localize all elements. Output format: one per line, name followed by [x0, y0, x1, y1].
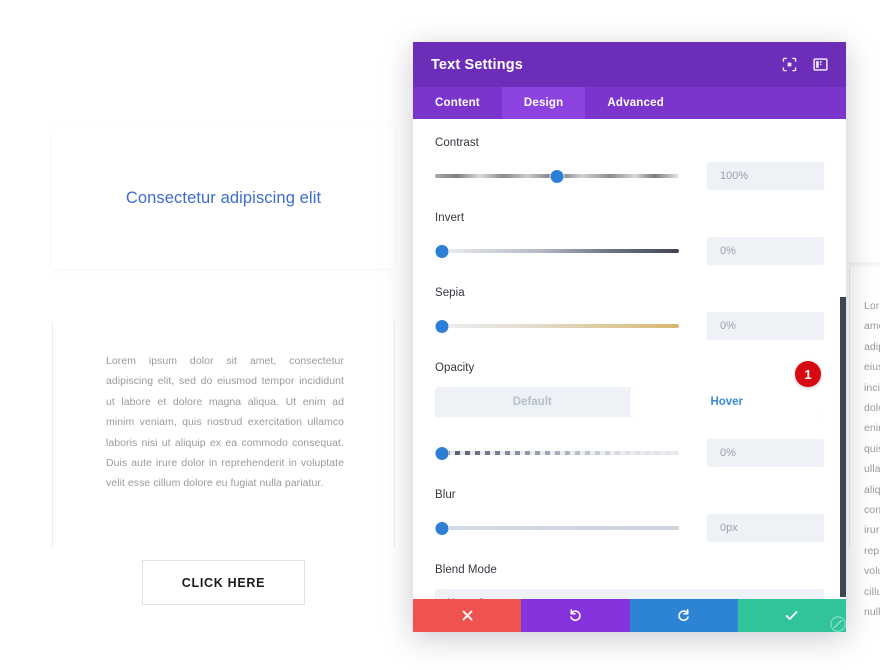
body-paragraph: Lorem ipsum dolor sit amet, consectetur … — [106, 355, 344, 490]
opacity-state-hover[interactable]: Hover — [629, 387, 824, 417]
blur-slider-track — [435, 526, 679, 530]
cta-wrapper: CLICK HERE — [52, 560, 395, 605]
contrast-value-input[interactable]: 100% — [707, 162, 824, 190]
invert-label: Invert — [435, 212, 465, 224]
blend-mode-value: Normal — [447, 597, 482, 599]
cancel-button[interactable] — [413, 599, 522, 632]
select-arrows-icon — [805, 598, 812, 599]
contrast-slider[interactable] — [435, 167, 679, 185]
contrast-row: 100% — [435, 162, 824, 190]
opacity-state-default[interactable]: Default — [512, 396, 552, 408]
tab-design[interactable]: Design — [501, 87, 586, 119]
sepia-slider[interactable] — [435, 317, 679, 335]
sepia-slider-thumb[interactable] — [435, 319, 449, 333]
sepia-slider-track — [435, 324, 679, 328]
right-body-paragraph: Lorem ipsum dolor sit amet, consectetur … — [864, 300, 880, 619]
invert-slider-track — [435, 249, 679, 253]
redo-button[interactable] — [629, 599, 738, 632]
sepia-label: Sepia — [435, 287, 465, 299]
contrast-slider-thumb[interactable] — [550, 169, 564, 183]
modal-body: Contrast 100% Invert 0% — [413, 119, 846, 599]
modal-header-icons — [782, 57, 828, 72]
body-text-module[interactable]: Lorem ipsum dolor sit amet, consectetur … — [52, 322, 395, 548]
check-icon — [786, 611, 798, 620]
invert-value-input[interactable]: 0% — [707, 237, 824, 265]
blur-row: 0px — [435, 514, 824, 542]
close-x-icon — [462, 610, 473, 621]
invert-slider[interactable] — [435, 242, 679, 260]
modal-tabbar: Content Design Advanced — [413, 87, 846, 119]
opacity-slider[interactable] — [435, 444, 679, 462]
hero-text-module[interactable]: Consectetur adipiscing elit — [52, 128, 395, 269]
sepia-value-input[interactable]: 0% — [707, 312, 824, 340]
layout-panel-icon[interactable] — [813, 57, 828, 72]
contrast-label: Contrast — [435, 137, 479, 149]
invert-row: 0% — [435, 237, 824, 265]
opacity-row: 0% — [435, 439, 824, 467]
resize-handle[interactable] — [830, 616, 846, 632]
modal-scrollbar-thumb[interactable] — [840, 297, 846, 597]
settings-scroll-area: Contrast 100% Invert 0% — [413, 119, 846, 599]
opacity-state-toggle: Default Hover — [435, 387, 824, 417]
blend-mode-select[interactable]: Normal — [435, 589, 824, 599]
modal-footer — [413, 599, 846, 632]
blend-mode-label: Blend Mode — [435, 564, 497, 576]
click-here-button[interactable]: CLICK HERE — [142, 560, 305, 605]
annotation-badge-1: 1 — [795, 361, 821, 387]
opacity-label: Opacity — [435, 362, 475, 374]
text-settings-modal: Text Settings — [413, 42, 846, 632]
modal-scrollbar[interactable] — [840, 119, 846, 599]
modal-title: Text Settings — [431, 56, 523, 73]
undo-button[interactable] — [521, 599, 630, 632]
right-body-text-module[interactable]: Lorem ipsum dolor sit amet, consectetur … — [849, 267, 880, 618]
opacity-slider-thumb[interactable] — [435, 446, 449, 460]
redo-icon — [678, 609, 689, 622]
modal-header[interactable]: Text Settings — [413, 42, 846, 87]
opacity-slider-track — [435, 451, 679, 455]
blur-slider[interactable] — [435, 519, 679, 537]
blur-value-input[interactable]: 0px — [707, 514, 824, 542]
focus-target-icon[interactable] — [782, 57, 797, 72]
sepia-row: 0% — [435, 312, 824, 340]
opacity-value-input[interactable]: 0% — [707, 439, 824, 467]
page-title: Consectetur adipiscing elit — [125, 189, 322, 207]
invert-slider-thumb[interactable] — [435, 244, 449, 258]
tab-advanced[interactable]: Advanced — [607, 97, 664, 109]
undo-icon — [570, 609, 581, 622]
blur-label: Blur — [435, 489, 456, 501]
save-button[interactable] — [737, 599, 846, 632]
blur-slider-thumb[interactable] — [435, 521, 449, 535]
tab-content[interactable]: Content — [435, 97, 480, 109]
